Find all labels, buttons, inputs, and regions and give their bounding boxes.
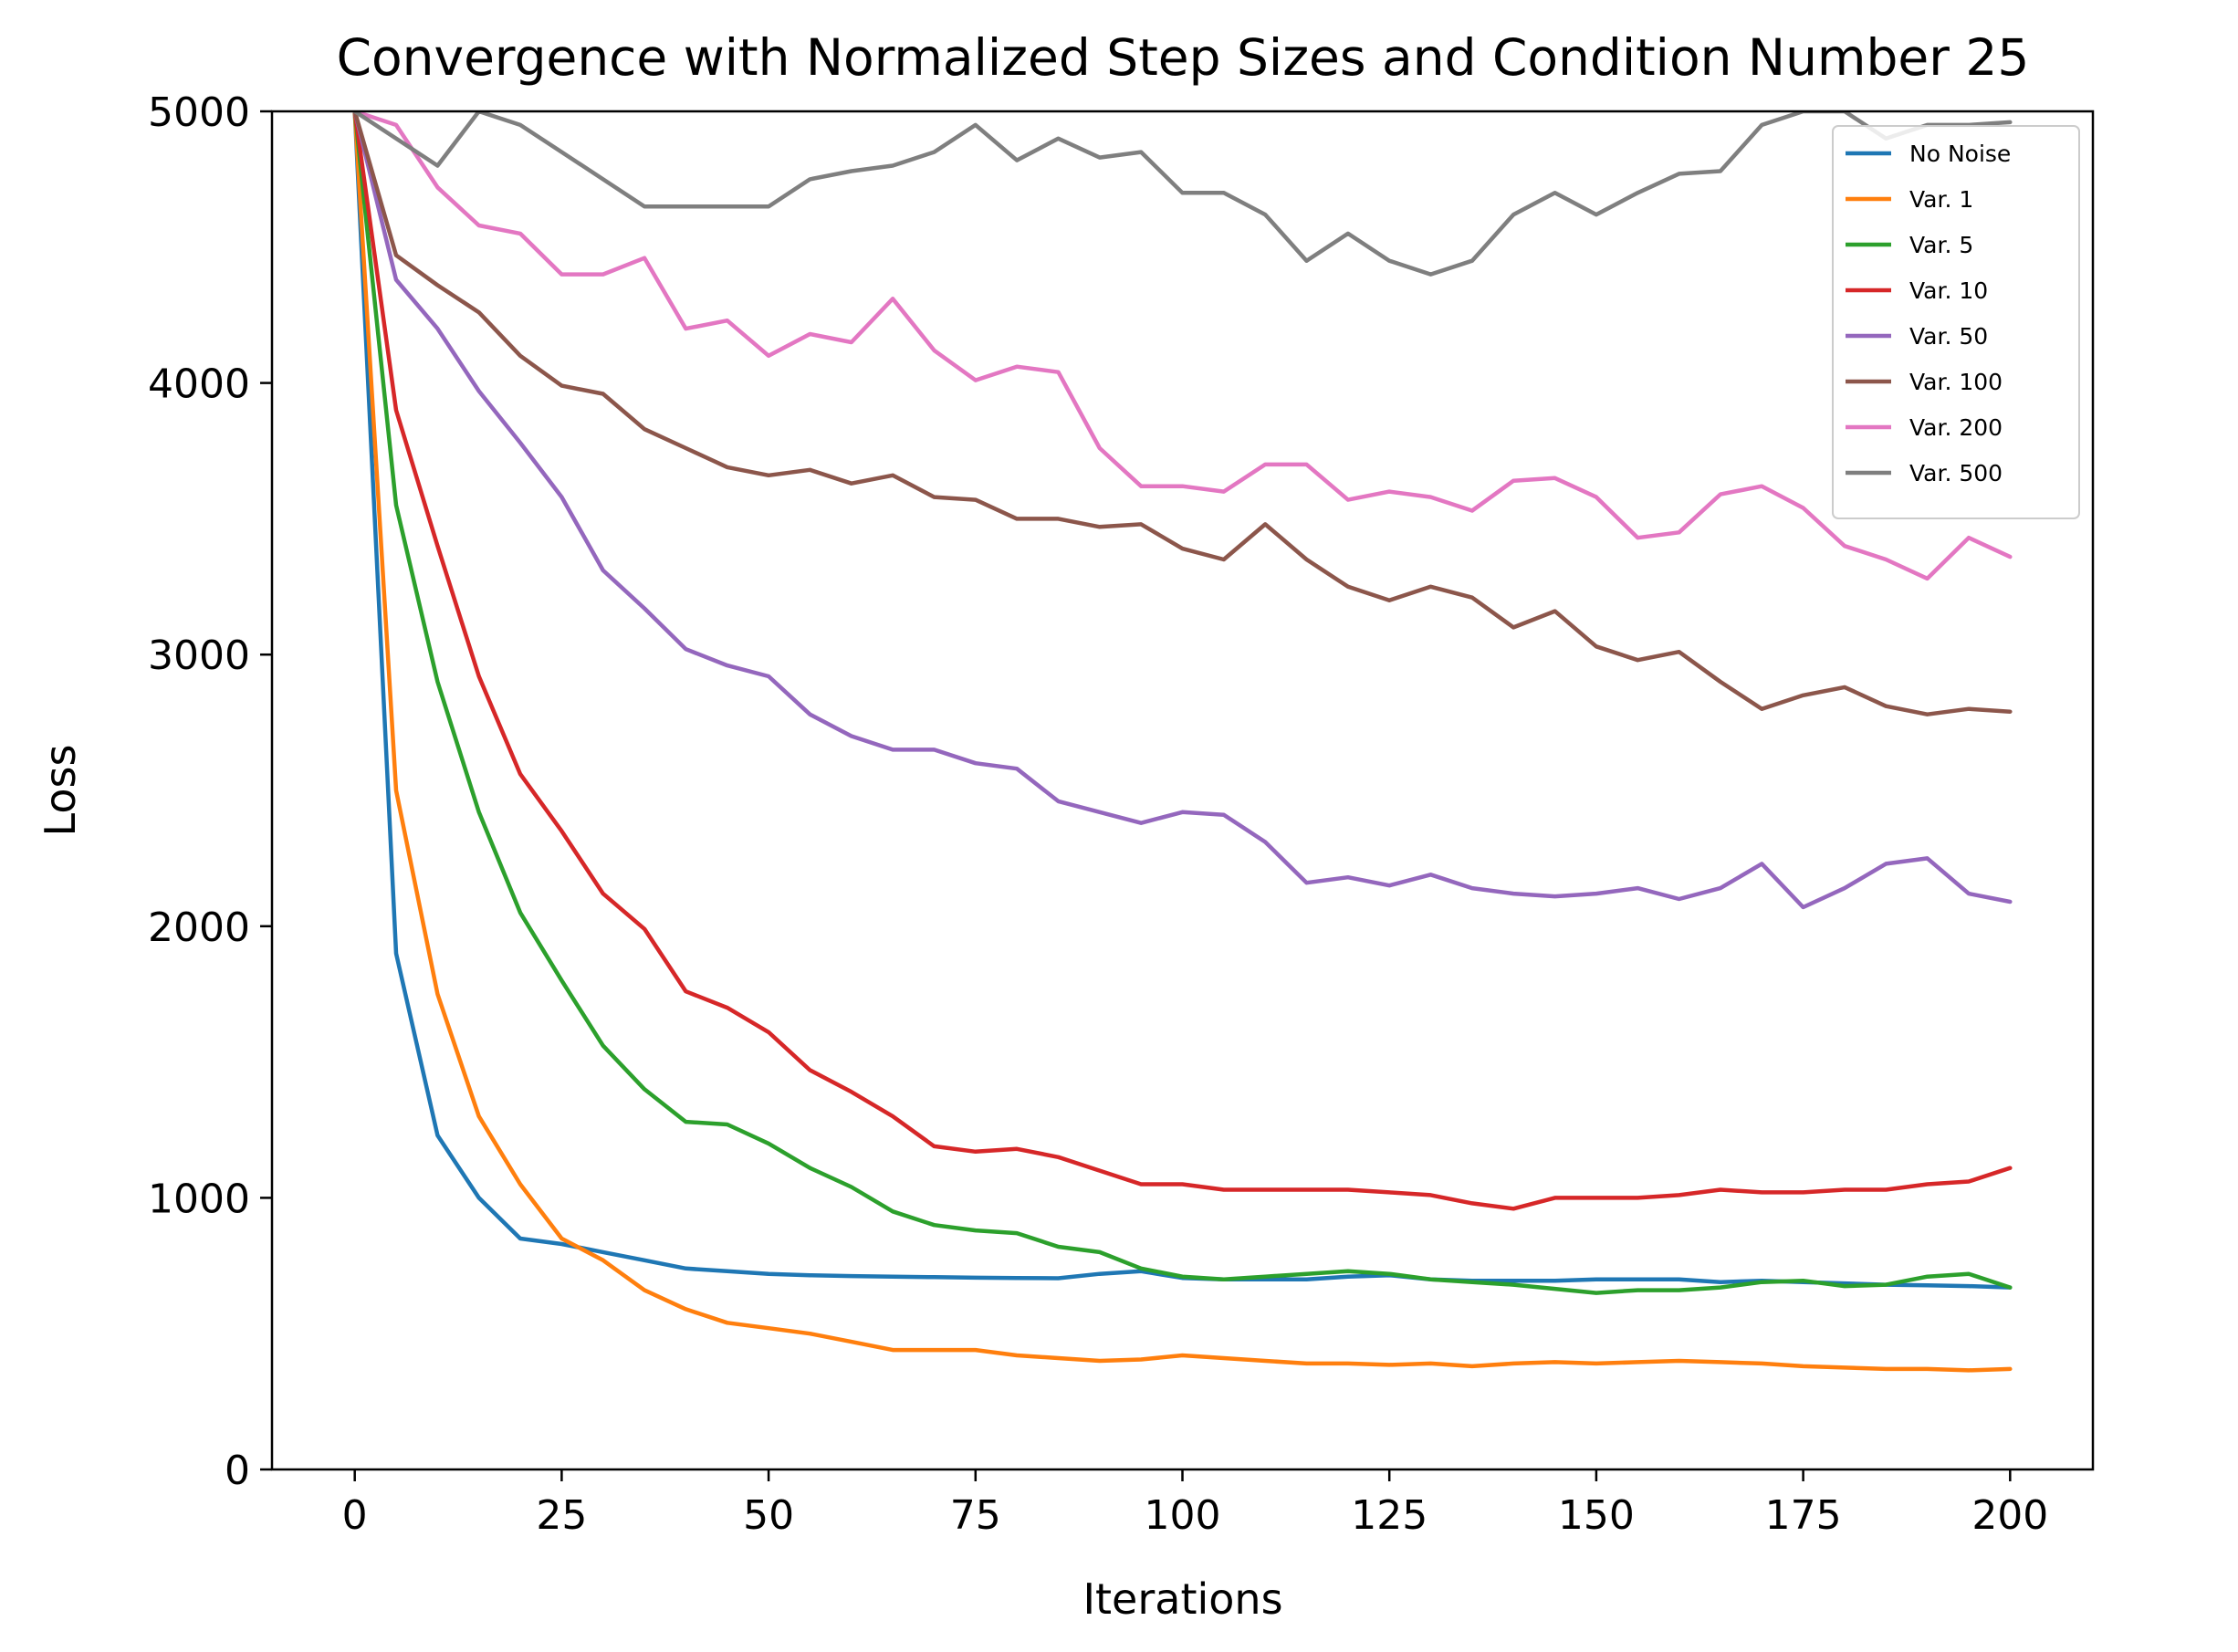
x-tick-label: 50 [743,1492,794,1539]
legend-label: Var. 100 [1909,369,2003,395]
series-line-4 [352,111,2013,910]
x-axis-label: Iterations [1082,1574,1282,1624]
x-tick-label: 150 [1558,1492,1635,1539]
legend-frame [1832,125,2080,519]
x-tick-label: 0 [342,1492,368,1539]
x-tick-label: 75 [950,1492,1001,1539]
legend-label: Var. 50 [1909,323,1988,350]
series-line-1 [352,111,2013,1373]
y-tick-label: 2000 [148,904,250,951]
y-axis: 0 1000 2000 3000 4000 5000 [148,89,272,1494]
x-tick-label: 125 [1351,1492,1428,1539]
legend: No Noise Var. 1 Var. 5 Var. 10 Var. 50 Var. 1… [1832,125,2080,519]
y-tick-label: 0 [225,1448,250,1494]
legend-label: Var. 5 [1909,232,1973,258]
x-axis: 0 25 50 75 100 125 150 175 200 [342,1469,2048,1539]
y-tick-label: 3000 [148,633,250,679]
series-line-2 [352,111,2013,1295]
legend-label: Var. 10 [1909,277,1988,304]
series-line-7 [352,111,2013,277]
series-layer [352,111,2013,1373]
series-line-3 [352,111,2013,1211]
x-tick-label: 25 [536,1492,587,1539]
legend-label: Var. 200 [1909,414,2003,441]
series-line-6 [352,111,2013,581]
legend-label: Var. 500 [1909,460,2003,486]
chart-title: Convergence with Normalized Step Sizes a… [337,28,2030,87]
y-tick-label: 5000 [148,89,250,136]
legend-label: Var. 1 [1909,186,1973,213]
y-tick-label: 1000 [148,1176,250,1222]
legend-label: No Noise [1909,141,2011,167]
x-tick-label: 200 [1971,1492,2048,1539]
y-axis-label: Loss [36,745,85,837]
x-tick-label: 175 [1765,1492,1842,1539]
series-line-5 [352,111,2013,716]
y-tick-label: 4000 [148,361,250,408]
x-tick-label: 100 [1145,1492,1221,1539]
